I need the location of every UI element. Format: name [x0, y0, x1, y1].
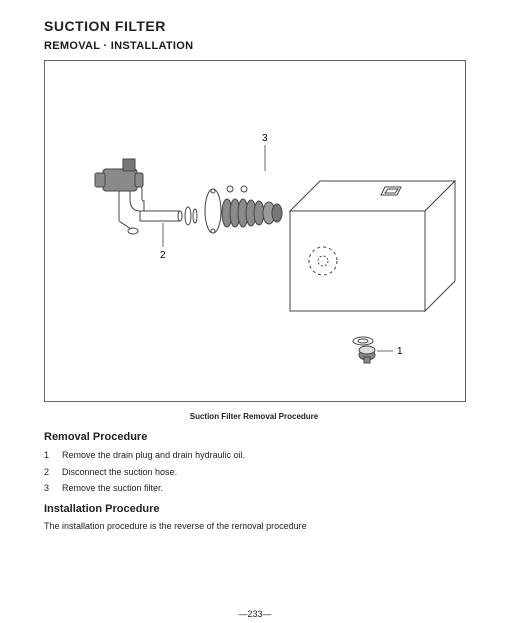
- callout-2-label: 2: [160, 250, 166, 261]
- removal-step: 1 Remove the drain plug and drain hydrau…: [44, 449, 480, 462]
- step-text: Remove the suction filter.: [62, 482, 163, 495]
- installation-note: The installation procedure is the revers…: [44, 521, 480, 531]
- exploded-diagram: 1: [45, 61, 465, 401]
- callout-3-label: 3: [262, 133, 268, 144]
- step-text: Remove the drain plug and drain hydrauli…: [62, 449, 245, 462]
- page-title: SUCTION FILTER: [44, 18, 480, 34]
- o-ring: [185, 207, 197, 225]
- figure-caption: Suction Filter Removal Procedure: [44, 412, 464, 421]
- page-subtitle: REMOVAL · INSTALLATION: [44, 40, 480, 52]
- step-text: Disconnect the suction hose.: [62, 466, 177, 479]
- callout-1-label: 1: [397, 346, 403, 357]
- removal-step: 2 Disconnect the suction hose.: [44, 466, 480, 479]
- page-number: —233—: [0, 609, 510, 619]
- tank-box: [290, 181, 455, 311]
- step-number: 2: [44, 466, 62, 479]
- installation-heading: Installation Procedure: [44, 503, 480, 515]
- step-number: 1: [44, 449, 62, 462]
- drain-plug: [353, 337, 375, 363]
- step-number: 3: [44, 482, 62, 495]
- removal-step: 3 Remove the suction filter.: [44, 482, 480, 495]
- suction-filter: [205, 186, 282, 233]
- suction-hose-assy: [95, 159, 182, 234]
- figure-frame: 1: [44, 60, 466, 402]
- page: SUCTION FILTER REMOVAL · INSTALLATION: [0, 0, 510, 623]
- removal-heading: Removal Procedure: [44, 431, 480, 443]
